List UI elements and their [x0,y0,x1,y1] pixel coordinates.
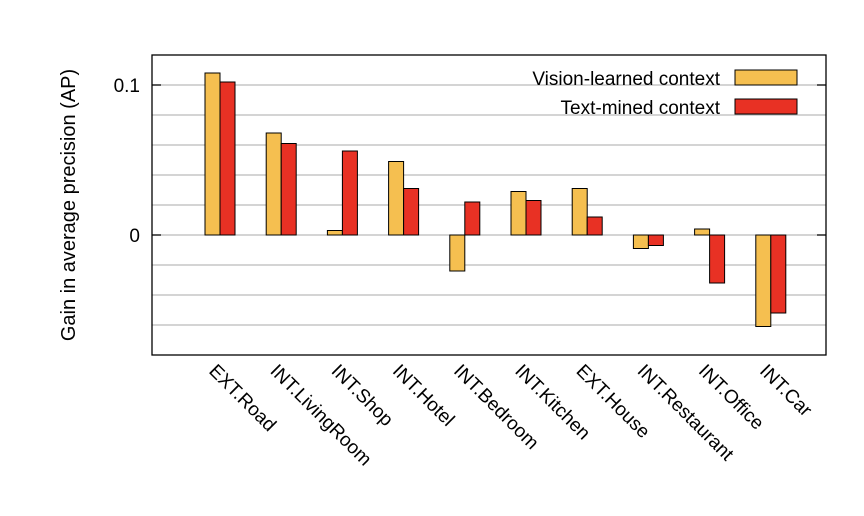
bar-vision-int-livingroom [265,132,282,236]
bar-text-int-office [709,234,726,284]
y-tick-label: 0.1 [114,76,140,97]
bar-text-int-livingroom [280,143,297,236]
bar-vision-int-kitchen [510,191,527,236]
bar-text-int-shop [341,150,358,236]
legend-label-text: Text-mined context [561,98,721,119]
y-tick-label: 0 [129,226,140,247]
legend-label-vision: Vision-learned context [532,69,720,90]
y-ticks: 0.10 [114,76,826,247]
bar-vision-int-office [694,228,711,236]
legend-item-text: Text-mined context [561,98,798,119]
legend-swatch-vision [734,69,798,86]
bar-text-int-restaurant [647,234,664,246]
y-axis-label: Gain in average precision (AP) [58,69,80,341]
gridlines [152,84,826,326]
bar-vision-int-restaurant [632,234,649,249]
legend-item-vision: Vision-learned context [532,69,798,90]
bar-text-ext-house [586,216,603,236]
bar-text-int-hotel [403,188,420,236]
bar-text-int-kitchen [525,200,542,236]
legend-swatch-text [734,98,798,115]
bar-text-ext-road [219,81,236,236]
plot-frame [151,54,827,356]
bar-vision-int-car [755,234,772,327]
bar-vision-ext-road [204,72,221,236]
bars [204,72,787,327]
bar-vision-int-hotel [388,161,405,236]
x-category-labels: EXT.RoadINT.LivingRoomINT.ShopINT.HotelI… [204,361,816,471]
x-category-label: INT.Hotel [388,361,458,431]
bar-text-int-car [770,234,787,314]
bar-vision-ext-house [571,188,588,236]
x-category-label: INT.Car [755,361,816,422]
bar-vision-int-shop [326,230,343,236]
bar-vision-int-bedroom [449,234,466,272]
legend: Vision-learned context Text-mined contex… [532,69,798,119]
bar-text-int-bedroom [464,201,481,236]
